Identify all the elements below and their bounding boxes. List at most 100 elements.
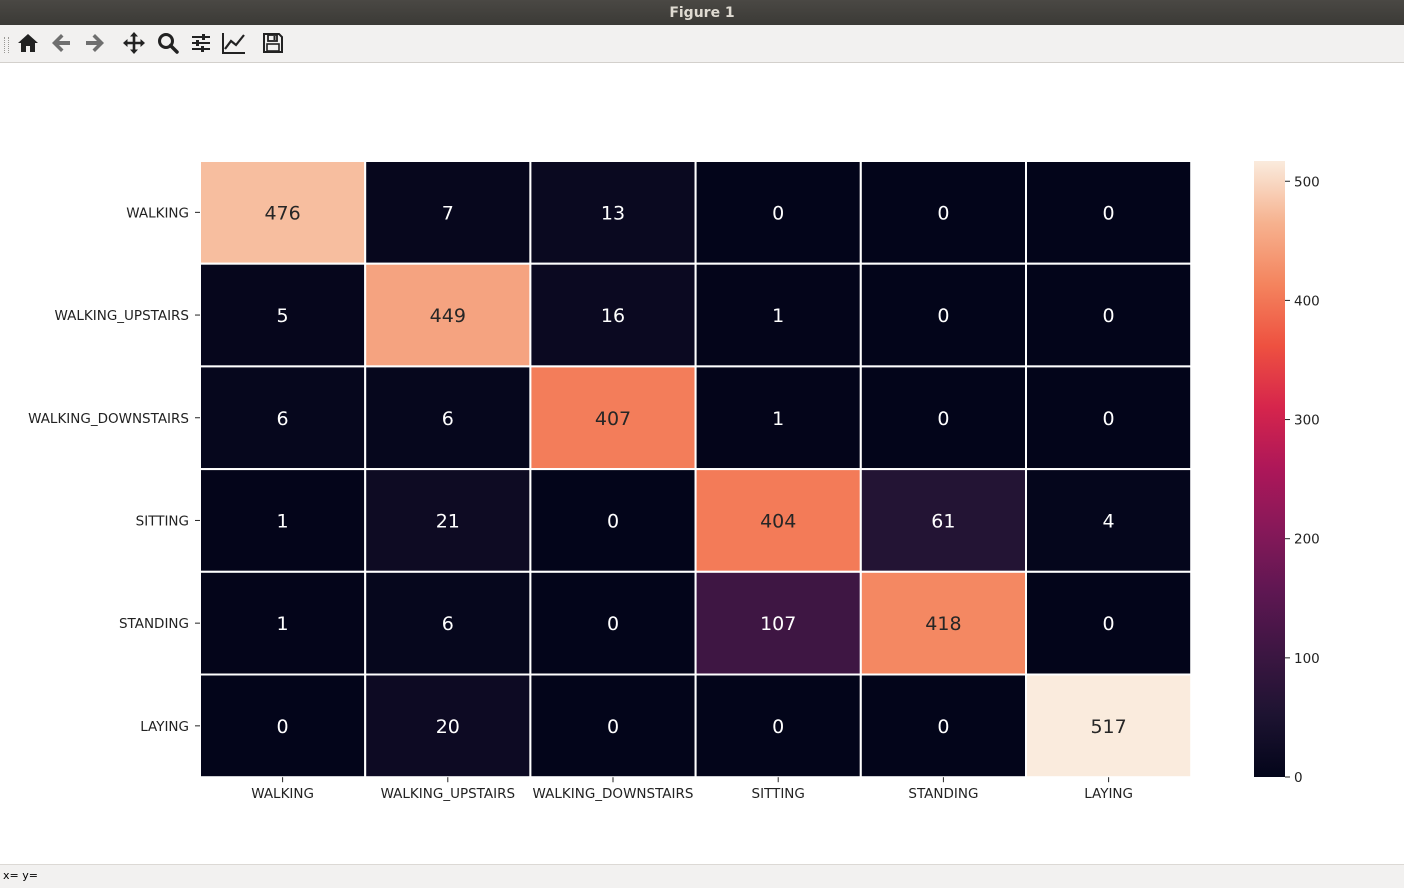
home-icon <box>18 34 38 52</box>
x-tick-label: LAYING <box>1084 786 1133 802</box>
cell-value-label: 449 <box>430 305 466 327</box>
window-title: Figure 1 <box>0 0 1404 25</box>
cell-value-label: 0 <box>607 716 619 738</box>
x-tick-labels: WALKING WALKING_UPSTAIRS WALKING_DOWNSTAIR… <box>251 777 1133 802</box>
heatmap-cell <box>529 468 697 573</box>
colorbar-tick-label: 500 <box>1294 174 1320 190</box>
cell-value-label: 418 <box>925 613 961 635</box>
heatmap-cell <box>199 365 367 471</box>
x-tick-label: SITTING <box>752 786 805 802</box>
cell-value-label: 0 <box>1103 305 1115 327</box>
cell-value-label: 4 <box>1103 510 1115 532</box>
heatmap-cell <box>859 262 1027 368</box>
heatmap-cell <box>529 262 697 368</box>
zoom-button[interactable] <box>153 28 183 58</box>
cell-value-label: 0 <box>937 202 949 224</box>
cell-value-label: 0 <box>772 202 784 224</box>
x-tick-label: STANDING <box>908 786 978 802</box>
heatmap-cell <box>694 365 862 471</box>
heatmap-cell <box>364 570 532 676</box>
home-button[interactable] <box>13 28 43 58</box>
cell-value-label: 0 <box>607 613 619 635</box>
arrow-right-icon <box>86 34 104 52</box>
move-icon <box>123 32 145 54</box>
heatmap-cell <box>529 570 697 676</box>
arrow-left-icon <box>52 34 70 52</box>
y-tick-label: WALKING_DOWNSTAIRS <box>28 411 189 427</box>
cell-value-label: 1 <box>277 613 289 635</box>
cell-value-label: 476 <box>264 202 300 224</box>
x-tick-label: WALKING_UPSTAIRS <box>381 786 515 802</box>
colorbar-tick-label: 400 <box>1294 293 1320 309</box>
colorbar-ticks: 0 100 200 300 400 500 <box>1285 174 1320 786</box>
line-chart-icon <box>222 33 245 54</box>
heatmap-cell <box>529 365 697 471</box>
heatmap-cell <box>859 160 1027 265</box>
cell-value-label: 16 <box>601 305 625 327</box>
heatmap-cell <box>1025 365 1193 471</box>
cell-value-label: 20 <box>436 716 460 738</box>
toolbar <box>0 25 1404 63</box>
figure-canvas[interactable]: 476 7 13 0 0 0 5 449 16 1 0 0 6 6 407 1 0 0 1 21 0 404 61 4 1 6 0 1… <box>0 64 1404 864</box>
cell-value-label: 0 <box>937 408 949 430</box>
cell-value-label: 107 <box>760 613 796 635</box>
magnifier-icon <box>158 33 179 54</box>
confusion-matrix-heatmap: 476 7 13 0 0 05 449 16 1 0 06 6 407 1 0 01 21 0 404 61 41 6 0 1… <box>28 160 1320 802</box>
toolbar-grip <box>4 37 9 53</box>
cell-value-label: 407 <box>595 408 631 430</box>
colorbar <box>1254 161 1285 777</box>
back-button[interactable] <box>47 28 77 58</box>
cell-value-label: 1 <box>772 305 784 327</box>
y-tick-label: WALKING_UPSTAIRS <box>55 308 189 324</box>
heatmap-cell <box>694 468 862 573</box>
cell-value-label: 13 <box>601 202 625 224</box>
status-bar: x= y= <box>0 864 1404 888</box>
x-tick-label: WALKING_DOWNSTAIRS <box>533 786 694 802</box>
y-tick-label: SITTING <box>136 513 189 529</box>
heatmap-cell <box>1025 570 1193 676</box>
pan-button[interactable] <box>119 28 149 58</box>
cell-value-label: 0 <box>277 716 289 738</box>
forward-button[interactable] <box>79 28 109 58</box>
heatmap-cell <box>199 160 367 265</box>
cell-value-label: 0 <box>937 716 949 738</box>
colorbar-tick-label: 0 <box>1294 770 1303 786</box>
floppy-disk-icon <box>263 33 283 53</box>
cell-value-label: 6 <box>277 408 289 430</box>
cell-value-label: 1 <box>277 510 289 532</box>
heatmap-cell <box>859 673 1027 779</box>
x-tick-label: WALKING <box>251 786 314 802</box>
cell-value-label: 21 <box>436 510 460 532</box>
heatmap-cell <box>1025 468 1193 573</box>
heatmap-cells: 476 7 13 0 0 05 449 16 1 0 06 6 407 1 0 01 21 0 404 61 41 6 0 1… <box>199 160 1193 779</box>
cell-value-label: 0 <box>607 510 619 532</box>
colorbar-tick-label: 200 <box>1294 532 1320 548</box>
heatmap-cell <box>1025 673 1193 779</box>
cell-value-label: 517 <box>1090 716 1126 738</box>
heatmap-cell <box>364 160 532 265</box>
y-tick-labels: WALKING WALKING_UPSTAIRS WALKING_DOWNSTAIR… <box>28 205 200 735</box>
cell-value-label: 5 <box>277 305 289 327</box>
configure-subplots-button[interactable] <box>186 28 216 58</box>
heatmap-cell <box>364 468 532 573</box>
cell-value-label: 404 <box>760 510 796 532</box>
cell-value-label: 6 <box>442 408 454 430</box>
cell-value-label: 61 <box>931 510 955 532</box>
edit-axis-button[interactable] <box>219 28 249 58</box>
cell-value-label: 6 <box>442 613 454 635</box>
cell-value-label: 1 <box>772 408 784 430</box>
save-button[interactable] <box>258 28 288 58</box>
colorbar-tick-label: 100 <box>1294 651 1320 667</box>
cell-value-label: 0 <box>1103 408 1115 430</box>
colorbar-gradient <box>1254 161 1285 777</box>
cell-value-label: 0 <box>1103 613 1115 635</box>
y-tick-label: WALKING <box>126 205 189 221</box>
sliders-icon <box>192 34 210 52</box>
cell-value-label: 0 <box>772 716 784 738</box>
heatmap-cell <box>529 160 697 265</box>
cell-value-label: 0 <box>937 305 949 327</box>
colorbar-tick-label: 300 <box>1294 413 1320 429</box>
y-tick-label: STANDING <box>119 616 189 632</box>
heatmap-cell <box>694 570 862 676</box>
y-tick-label: LAYING <box>140 719 189 735</box>
